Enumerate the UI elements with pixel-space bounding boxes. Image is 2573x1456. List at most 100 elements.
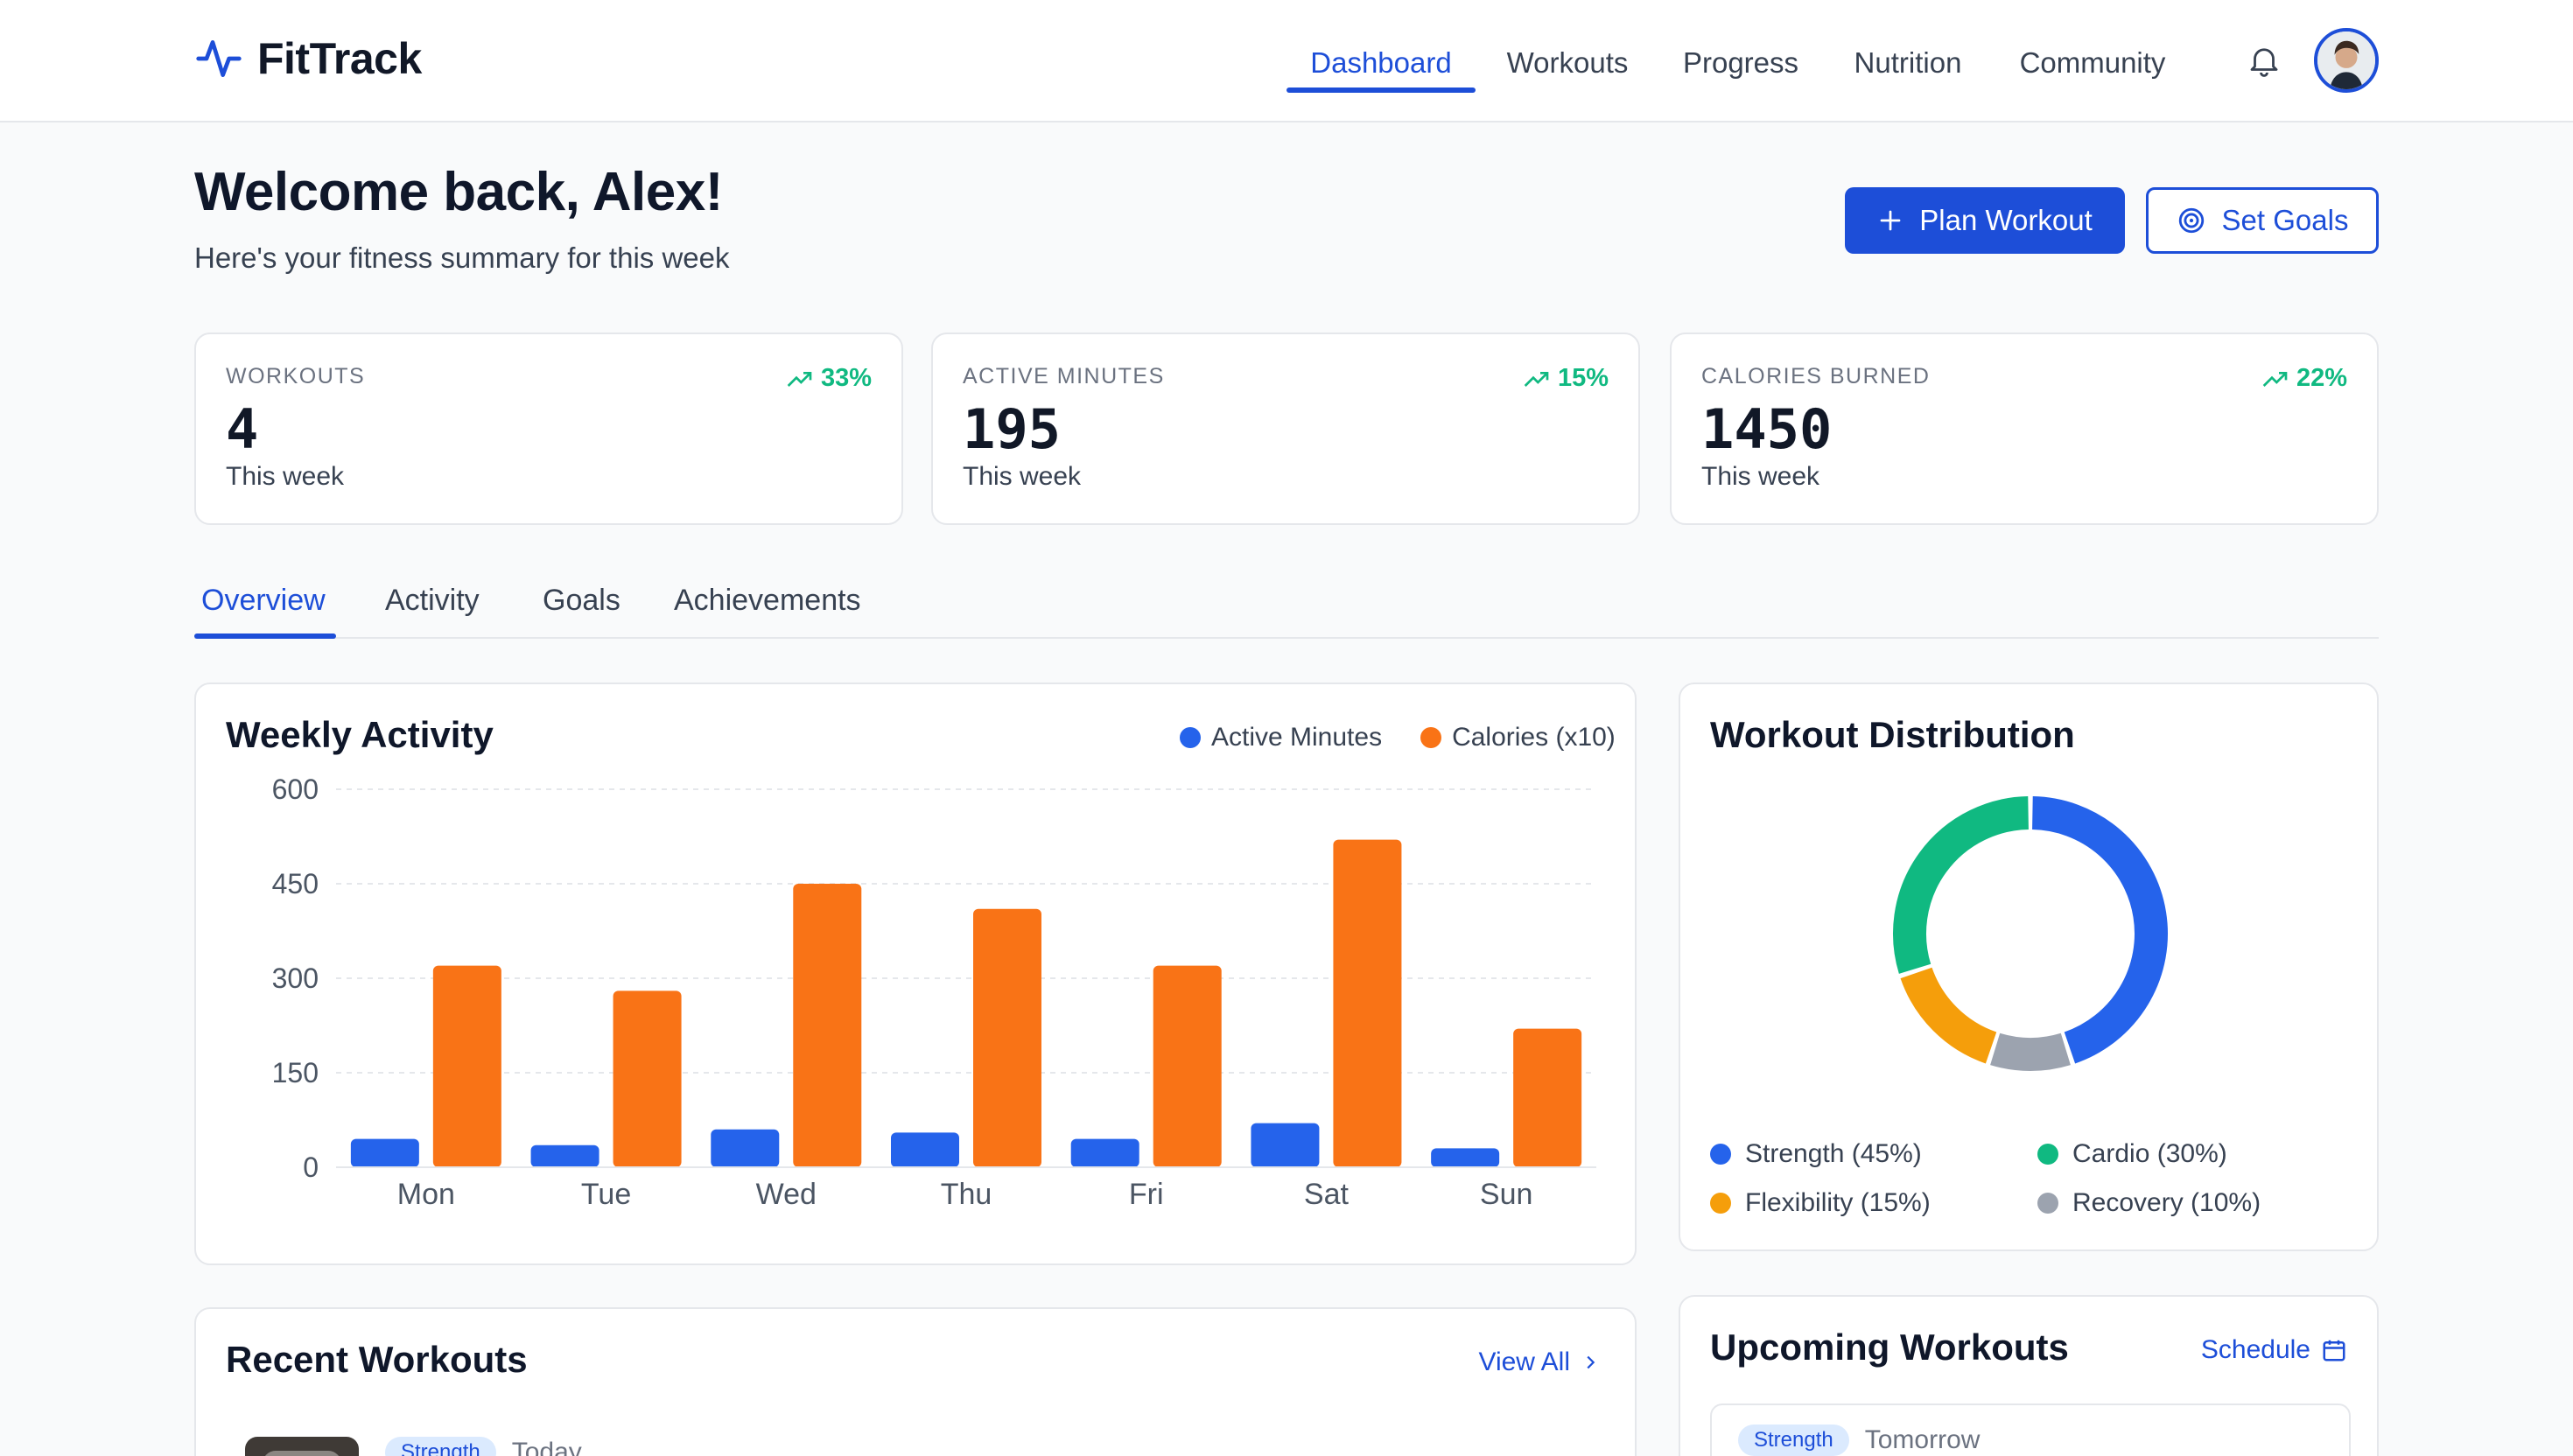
- chevron-right-icon: [1587, 1355, 1595, 1369]
- stat-period: This week: [1701, 462, 1820, 491]
- stat-card-workouts: WORKOUTS 33% 4 This week: [194, 332, 903, 525]
- plan-workout-label: Plan Workout: [1919, 204, 2093, 236]
- workout-thumbnail[interactable]: [245, 1437, 359, 1456]
- bar-calories-sat[interactable]: [1333, 839, 1402, 1167]
- bar-active-minutes-sun[interactable]: [1431, 1148, 1500, 1167]
- stat-value: 195: [963, 397, 1061, 461]
- stat-trend: 22%: [2261, 364, 2347, 393]
- target-icon: [2178, 207, 2204, 234]
- legend-swatch: [1710, 1144, 1731, 1165]
- bar-calories-sun[interactable]: [1513, 1028, 1582, 1167]
- workout-type-badge: Strength: [1738, 1424, 1849, 1456]
- legend-item-recovery: Recovery (10%): [2037, 1188, 2261, 1218]
- weekly-activity-panel: Weekly Activity Active Minutes Calories …: [194, 682, 1637, 1265]
- workout-date: Today: [511, 1438, 582, 1456]
- stat-period: This week: [226, 462, 345, 491]
- donut-slice-flexibility[interactable]: [1900, 967, 1997, 1064]
- trending-up-icon: [2262, 371, 2288, 387]
- nav-nutrition[interactable]: Nutrition: [1854, 46, 1962, 79]
- workout-type-badge: Strength: [385, 1437, 496, 1456]
- tab-activity[interactable]: Activity: [385, 583, 480, 617]
- brand-logo[interactable]: FitTrack: [194, 33, 422, 84]
- bar-active-minutes-mon[interactable]: [350, 1138, 419, 1167]
- bar-calories-fri[interactable]: [1153, 965, 1222, 1167]
- calendar-icon: [2323, 1340, 2345, 1362]
- nav-active-indicator: [1286, 88, 1476, 93]
- bar-calories-wed[interactable]: [793, 884, 862, 1167]
- x-tick-label: Sat: [1304, 1178, 1350, 1211]
- stat-trend: 15%: [1523, 364, 1609, 393]
- y-tick-label: 0: [303, 1152, 319, 1183]
- legend-swatch: [2037, 1193, 2058, 1214]
- user-avatar-icon: [2317, 32, 2375, 89]
- bell-icon[interactable]: [2246, 42, 2282, 79]
- tab-overview[interactable]: Overview: [201, 583, 326, 617]
- nav-community[interactable]: Community: [2019, 46, 2166, 79]
- stat-trend-value: 33%: [820, 364, 872, 392]
- tab-achievements[interactable]: Achievements: [674, 583, 861, 617]
- legend-swatch: [2037, 1144, 2058, 1165]
- legend-label: Strength (45%): [1745, 1139, 1922, 1168]
- chart-legend: Active Minutes Calories (x10): [1180, 723, 1616, 752]
- legend-item-cardio: Cardio (30%): [2037, 1139, 2227, 1169]
- legend-item-strength: Strength (45%): [1710, 1139, 1922, 1169]
- x-tick-label: Fri: [1129, 1178, 1164, 1211]
- stat-label: CALORIES BURNED: [1701, 364, 1931, 388]
- recent-workouts-panel: Recent Workouts View All Strength Today: [194, 1307, 1637, 1456]
- plus-icon: [1880, 210, 1901, 231]
- legend-swatch-active-minutes: [1180, 727, 1201, 748]
- view-all-label: View All: [1478, 1348, 1570, 1376]
- avatar[interactable]: [2314, 28, 2379, 93]
- donut-slice-strength[interactable]: [2031, 796, 2168, 1064]
- workout-date: Tomorrow: [1864, 1425, 1981, 1454]
- upcoming-workouts-panel: Upcoming Workouts Schedule Strength Tomo…: [1679, 1295, 2379, 1456]
- view-all-link[interactable]: View All: [1478, 1348, 1600, 1377]
- stat-card-active-minutes: ACTIVE MINUTES 15% 195 This week: [931, 332, 1640, 525]
- bar-active-minutes-tue[interactable]: [530, 1144, 599, 1167]
- bar-calories-tue[interactable]: [613, 990, 682, 1167]
- set-goals-button[interactable]: Set Goals: [2146, 187, 2379, 254]
- legend-label: Recovery (10%): [2072, 1188, 2261, 1217]
- legend-calories: Calories (x10): [1452, 723, 1616, 752]
- donut-slice-recovery[interactable]: [1990, 1032, 2071, 1071]
- tabs-divider: [194, 637, 2379, 639]
- set-goals-label: Set Goals: [2221, 204, 2349, 236]
- upcoming-workouts-title: Upcoming Workouts: [1710, 1326, 2069, 1368]
- y-tick-label: 150: [272, 1057, 319, 1088]
- upcoming-workout-card[interactable]: Strength Tomorrow: [1710, 1404, 2351, 1456]
- bar-calories-mon[interactable]: [432, 965, 501, 1167]
- legend-swatch: [1710, 1193, 1731, 1214]
- bar-active-minutes-sat[interactable]: [1251, 1123, 1320, 1167]
- trending-up-icon: [787, 371, 812, 387]
- nav-workouts[interactable]: Workouts: [1506, 46, 1629, 79]
- bar-active-minutes-wed[interactable]: [711, 1129, 780, 1167]
- stat-trend: 33%: [786, 364, 872, 393]
- trending-up-icon: [1524, 371, 1549, 387]
- stat-trend-value: 22%: [2296, 364, 2347, 392]
- upcoming-workout-meta: Strength Tomorrow: [1738, 1424, 1980, 1456]
- pulse-icon: [196, 40, 242, 77]
- bar-active-minutes-fri[interactable]: [1070, 1138, 1139, 1167]
- legend-active-minutes: Active Minutes: [1211, 723, 1383, 752]
- legend-label: Flexibility (15%): [1745, 1188, 1931, 1217]
- page-title: Welcome back, Alex!: [194, 162, 723, 222]
- bar-calories-thu[interactable]: [973, 908, 1041, 1167]
- nav-dashboard[interactable]: Dashboard: [1310, 46, 1452, 79]
- plan-workout-button[interactable]: Plan Workout: [1845, 187, 2125, 254]
- x-tick-label: Thu: [941, 1178, 992, 1211]
- bar-active-minutes-thu[interactable]: [891, 1132, 959, 1167]
- tab-goals[interactable]: Goals: [543, 583, 620, 617]
- legend-label: Cardio (30%): [2072, 1139, 2227, 1168]
- legend-item-flexibility: Flexibility (15%): [1710, 1188, 1931, 1218]
- brand-name: FitTrack: [257, 34, 422, 83]
- weekly-activity-chart: 0 150 300 450 600 Mon Tue Wed Thu Fri Sat Sun: [272, 774, 1596, 1211]
- page-subtitle: Here's your fitness summary for this wee…: [194, 242, 730, 274]
- schedule-label: Schedule: [2200, 1335, 2310, 1364]
- workout-meta: Strength Today: [385, 1437, 582, 1456]
- nav-progress[interactable]: Progress: [1682, 46, 1799, 79]
- x-tick-label: Mon: [397, 1178, 455, 1211]
- top-navigation-bar: FitTrack Dashboard Workouts Progress Nut…: [0, 0, 2573, 122]
- donut-slice-cardio[interactable]: [1893, 796, 2030, 974]
- schedule-link[interactable]: Schedule: [2201, 1335, 2347, 1365]
